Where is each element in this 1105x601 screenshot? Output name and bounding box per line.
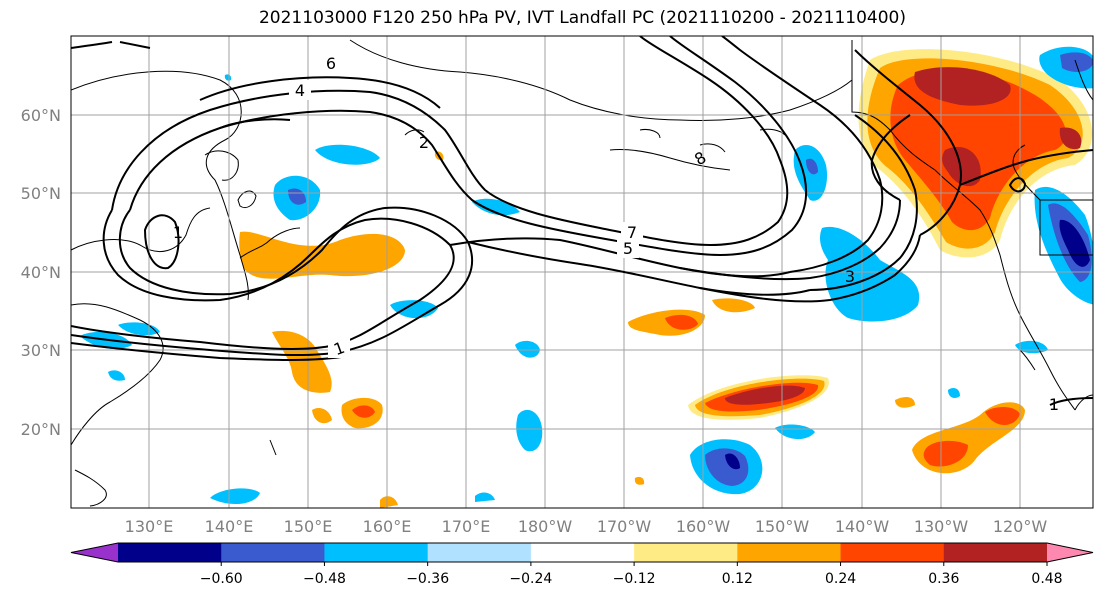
shade-negative — [472, 198, 520, 216]
contour-label: 5 — [623, 239, 633, 258]
shade-negative — [224, 74, 232, 81]
colorbar-outline — [70, 542, 1094, 563]
lon-label: 160°E — [363, 517, 412, 536]
shade-positive-wp — [272, 330, 332, 393]
colorbar-tick-label: −0.36 — [406, 571, 449, 587]
colorbar-tick-label: 0.24 — [825, 571, 856, 587]
shade-negative — [775, 424, 815, 440]
lon-label: 170°E — [442, 517, 491, 536]
colorbar-tick-label: −0.60 — [200, 571, 243, 587]
colorbar-segment — [530, 543, 635, 562]
lon-label: 140°W — [835, 517, 890, 536]
contour-label: 7 — [627, 223, 637, 242]
colorbar-segment — [840, 543, 945, 562]
figure-title: 2021103000 F120 250 hPa PV, IVT Landfall… — [258, 8, 906, 28]
shade-positive-sub — [895, 397, 915, 408]
lon-label: 140°E — [205, 517, 254, 536]
colorbar — [70, 542, 1094, 563]
contour-label: 1 — [1049, 395, 1059, 414]
colorbar-tick-label: −0.48 — [303, 571, 346, 587]
lon-label: 180°W — [518, 517, 573, 536]
colorbar-tick-label: 0.12 — [722, 571, 753, 587]
shade-negative — [948, 388, 960, 398]
contour-label: 1 — [173, 223, 183, 242]
map-frame — [70, 35, 1094, 509]
shade-positive-sub — [712, 298, 755, 313]
lon-label: 150°W — [755, 517, 810, 536]
lat-label: 40°N — [21, 263, 61, 282]
colorbar-segment — [634, 543, 738, 562]
shade-positive-wp — [239, 231, 405, 279]
lat-labels: 60°N 50°N 40°N 30°N 20°N — [21, 106, 61, 439]
contour-labels: 6 4 7 5 1 8 3 2 1 1 — [173, 53, 1059, 414]
shade-positive-wp — [380, 496, 398, 508]
contour-label: 6 — [326, 54, 336, 73]
colorbar-tick-label: 0.36 — [928, 571, 959, 587]
shade-positive-nw — [1059, 127, 1082, 150]
shade-positive-sub — [665, 314, 698, 330]
colorbar-segment — [324, 543, 429, 562]
shade-positive-nw — [890, 69, 1066, 231]
colorbar-segment — [737, 543, 842, 562]
shade-positive-sub — [634, 476, 645, 485]
colorbar-segment — [221, 543, 325, 562]
contour-label: 2 — [419, 133, 429, 152]
lon-label: 170°W — [597, 517, 652, 536]
lon-label: 150°E — [284, 517, 333, 536]
shade-negative — [1060, 52, 1093, 72]
shade-positive-sub — [985, 406, 1020, 425]
colorbar-extend-high — [1047, 543, 1093, 562]
pc-shading — [80, 46, 1093, 508]
shade-negative — [806, 158, 818, 175]
lon-label: 130°E — [125, 517, 174, 536]
colorbar-segment — [943, 543, 1048, 562]
shade-negative — [475, 492, 495, 502]
shade-negative — [705, 448, 749, 486]
colorbar-segment — [118, 543, 222, 562]
shade-positive-sub — [725, 385, 805, 405]
lon-label: 160°W — [676, 517, 731, 536]
lat-label: 60°N — [21, 106, 61, 125]
lat-label: 50°N — [21, 184, 61, 203]
pv-contours — [71, 36, 1093, 406]
colorbar-ticks: −0.60 −0.48 −0.36 −0.24 −0.12 0.12 0.24 0.36 0.4… — [200, 562, 1063, 587]
map-panel: 6 4 7 5 1 8 3 2 1 1 — [71, 36, 1093, 508]
shade-positive-sub — [923, 440, 968, 467]
contour-label: 3 — [845, 267, 855, 286]
colorbar-extend-low — [71, 543, 118, 562]
shade-negative — [516, 409, 543, 452]
shade-positive-wp — [352, 405, 375, 418]
lon-label: 130°W — [914, 517, 969, 536]
contour-label: 4 — [295, 81, 305, 100]
lat-label: 20°N — [21, 420, 61, 439]
shade-positive-nw — [942, 146, 981, 187]
colorbar-tick-label: −0.24 — [509, 571, 552, 587]
lat-label: 30°N — [21, 341, 61, 360]
shade-negative — [315, 144, 380, 165]
lon-label: 120°W — [993, 517, 1048, 536]
lon-labels: 130°E 140°E 150°E 160°E 170°E 180°W 170°… — [125, 517, 1048, 536]
colorbar-tick-label: −0.12 — [613, 571, 656, 587]
shade-negative — [515, 340, 540, 358]
shade-negative — [108, 370, 125, 381]
shade-negative — [210, 488, 260, 505]
colorbar-tick-label: 0.48 — [1031, 571, 1062, 587]
colorbar-segment — [427, 543, 532, 562]
shade-negative — [725, 453, 740, 470]
shade-positive-nw — [914, 67, 1011, 106]
shade-positive-wp — [312, 408, 332, 424]
